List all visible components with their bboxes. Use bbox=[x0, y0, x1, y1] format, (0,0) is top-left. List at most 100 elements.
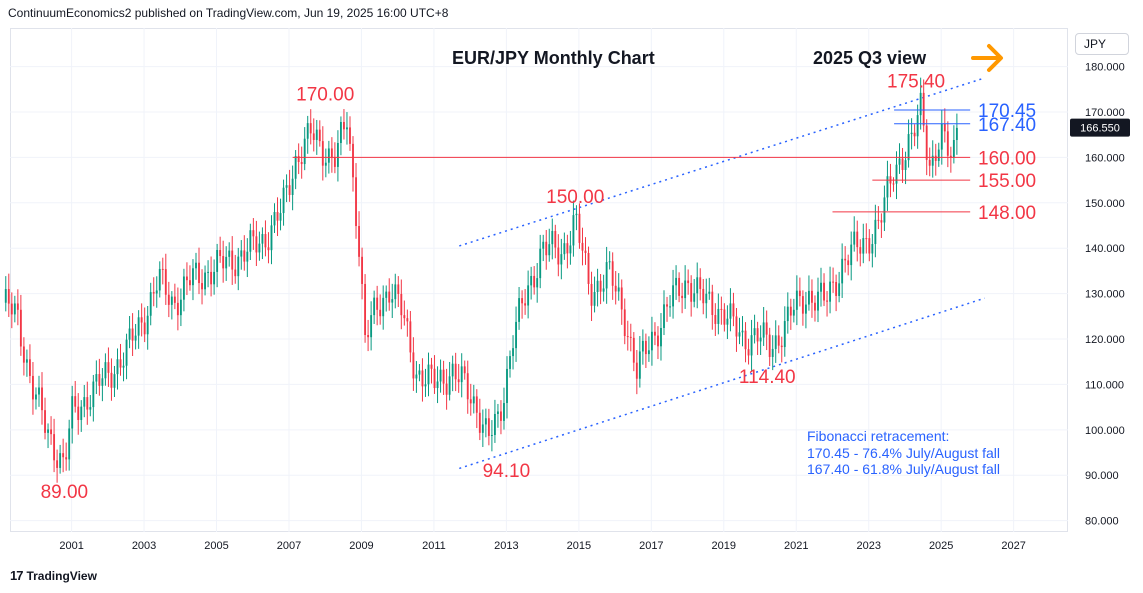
candle-body bbox=[104, 362, 107, 379]
candle-body bbox=[515, 321, 517, 349]
candle-body bbox=[759, 337, 762, 342]
candle-body bbox=[593, 292, 596, 306]
candle-body bbox=[68, 428, 71, 460]
x-tick-label: 2023 bbox=[856, 540, 880, 552]
candle-body bbox=[376, 297, 379, 310]
candle-body bbox=[38, 387, 40, 395]
candle-body bbox=[726, 318, 729, 325]
y-tick-label: 180.000 bbox=[1085, 62, 1125, 74]
candle-body bbox=[500, 411, 502, 421]
candle-body bbox=[952, 140, 955, 158]
candle-body bbox=[711, 291, 714, 316]
candle-body bbox=[327, 148, 330, 163]
y-tick-label: 160.000 bbox=[1085, 152, 1125, 164]
tradingview-logo[interactable]: 17 TradingView bbox=[10, 568, 97, 583]
candle-body bbox=[125, 339, 128, 366]
candle-body bbox=[729, 303, 732, 319]
candle-body bbox=[454, 363, 457, 380]
candle-body bbox=[291, 178, 294, 195]
candle-body bbox=[333, 157, 336, 167]
candle-body bbox=[877, 219, 880, 221]
candle-body bbox=[424, 384, 427, 387]
candle-body bbox=[460, 366, 463, 383]
candle-body bbox=[149, 292, 152, 316]
candle-body bbox=[95, 374, 98, 382]
candle-body bbox=[838, 283, 841, 296]
candle-body bbox=[343, 121, 345, 130]
candle-body bbox=[638, 351, 641, 379]
candle-body bbox=[801, 296, 804, 314]
candle-body bbox=[288, 185, 291, 195]
candle-body bbox=[267, 247, 270, 251]
candle-body bbox=[47, 429, 49, 433]
candle-body bbox=[339, 121, 342, 144]
candle-body bbox=[626, 336, 629, 338]
plot-area[interactable] bbox=[10, 28, 1068, 532]
candle-body bbox=[892, 183, 895, 185]
candle-body bbox=[765, 322, 768, 335]
candle-body bbox=[50, 429, 52, 435]
candle-body bbox=[134, 335, 137, 341]
candle-body bbox=[904, 160, 907, 170]
candle-body bbox=[521, 298, 524, 304]
candle-body bbox=[182, 276, 185, 300]
candle-body bbox=[228, 250, 231, 257]
candle-body bbox=[128, 328, 131, 340]
candle-body bbox=[632, 337, 635, 363]
candle-body bbox=[164, 269, 167, 295]
candle-body bbox=[373, 297, 376, 316]
candle-body bbox=[315, 129, 318, 140]
candle-body bbox=[445, 383, 448, 395]
candle-body bbox=[89, 407, 92, 410]
x-tick-label: 2007 bbox=[277, 540, 301, 552]
candle-body bbox=[472, 396, 475, 404]
candle-body bbox=[584, 250, 587, 253]
candle-body bbox=[207, 271, 210, 273]
candle-body bbox=[391, 299, 394, 303]
candle-body bbox=[65, 457, 68, 460]
candle-body bbox=[780, 345, 783, 348]
candle-body bbox=[225, 256, 228, 269]
candle-body bbox=[74, 396, 77, 407]
candle-body bbox=[868, 238, 871, 254]
currency-label[interactable]: JPY bbox=[1075, 33, 1129, 55]
candle-body bbox=[122, 365, 125, 368]
candle-body bbox=[204, 272, 206, 290]
candle-body bbox=[696, 277, 699, 294]
candle-body bbox=[186, 276, 188, 281]
candle-body bbox=[807, 290, 810, 305]
candle-body bbox=[708, 291, 711, 294]
candle-body bbox=[943, 123, 946, 132]
candle-body bbox=[871, 244, 874, 254]
candle-body bbox=[285, 185, 288, 188]
candle-body bbox=[469, 399, 472, 404]
candle-body bbox=[146, 315, 149, 335]
candle-body bbox=[590, 283, 593, 306]
candle-body bbox=[92, 381, 95, 408]
candle-body bbox=[572, 215, 575, 246]
candle-body bbox=[364, 283, 367, 336]
candle-body bbox=[705, 293, 708, 304]
candle-body bbox=[795, 290, 798, 310]
candle-body bbox=[641, 340, 644, 352]
candle-body bbox=[587, 252, 590, 284]
candle-body bbox=[856, 231, 859, 248]
candle-body bbox=[741, 330, 744, 333]
candle-body bbox=[635, 362, 638, 379]
candle-body bbox=[493, 413, 496, 435]
candle-body bbox=[71, 396, 74, 429]
candle-body bbox=[497, 411, 499, 414]
candle-body bbox=[850, 244, 853, 266]
candle-body bbox=[240, 250, 243, 257]
candle-body bbox=[880, 220, 883, 223]
candle-body bbox=[349, 127, 351, 144]
y-tick-label: 150.000 bbox=[1085, 198, 1125, 210]
candle-body bbox=[475, 396, 478, 413]
candle-body bbox=[786, 306, 789, 322]
candle-body bbox=[916, 115, 919, 137]
candle-body bbox=[309, 123, 312, 134]
candle-body bbox=[116, 359, 119, 375]
candle-body bbox=[690, 283, 693, 302]
candle-body bbox=[131, 328, 134, 341]
